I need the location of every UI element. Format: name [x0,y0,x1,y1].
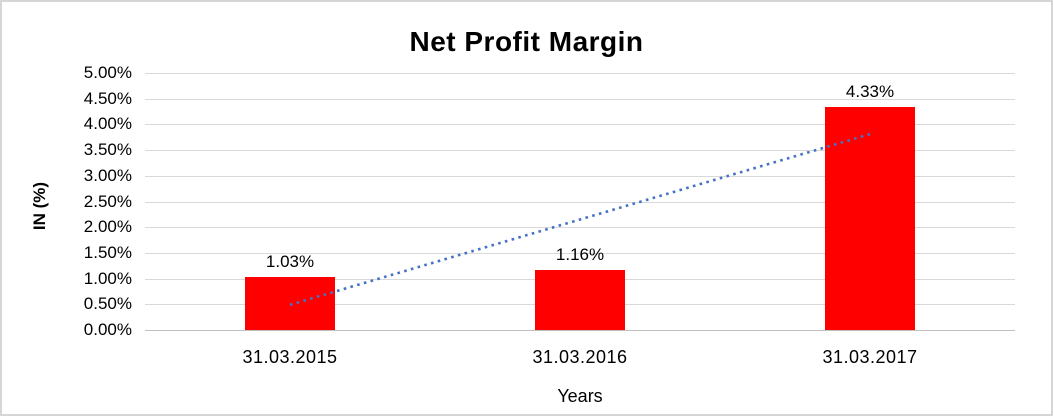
bar [245,277,335,330]
bar [535,270,625,330]
gridline [145,98,1015,100]
x-axis-line [145,330,1015,331]
y-tick-label: 3.00% [83,165,132,185]
y-tick-label: 4.00% [83,114,132,134]
bar-value-label: 1.03% [265,252,315,272]
y-tick-label: 0.50% [83,294,132,314]
y-tick-label: 3.50% [83,140,132,160]
gridline [145,124,1015,126]
x-tick-label: 31.03.2015 [242,347,338,367]
y-axis-title: IN (%) [30,181,50,231]
x-tick-label: 31.03.2017 [822,347,918,367]
x-axis-title: Years [557,386,603,406]
y-tick-label: 4.50% [83,88,132,108]
y-tick-label: 0.00% [83,320,132,339]
chart-title: Net Profit Margin [409,26,644,57]
bar-value-label: 4.33% [845,82,895,102]
gridline [145,73,1015,74]
bar [825,107,915,330]
x-tick-label: 31.03.2016 [532,347,628,367]
y-tick-label: 1.00% [83,268,132,288]
y-tick-label: 5.00% [83,63,132,82]
bar-value-label: 1.16% [555,245,605,265]
y-tick-label: 2.50% [83,191,132,211]
y-tick-label: 1.50% [83,242,132,262]
y-tick-label: 2.00% [83,217,132,237]
